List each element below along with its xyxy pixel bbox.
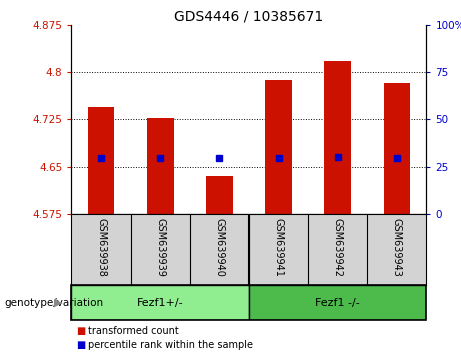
Text: percentile rank within the sample: percentile rank within the sample	[88, 340, 253, 350]
Bar	[384, 84, 410, 214]
Text: genotype/variation: genotype/variation	[5, 298, 104, 308]
Text: GSM639942: GSM639942	[333, 218, 343, 277]
Text: Fezf1 -/-: Fezf1 -/-	[315, 298, 360, 308]
Text: Fezf1+/-: Fezf1+/-	[137, 298, 183, 308]
Bar	[265, 80, 292, 214]
Text: GSM639943: GSM639943	[392, 218, 402, 276]
Bar	[325, 61, 351, 214]
Bar	[249, 285, 426, 320]
Text: ▶: ▶	[54, 298, 62, 308]
Text: ■: ■	[76, 340, 85, 350]
Title: GDS4446 / 10385671: GDS4446 / 10385671	[174, 10, 324, 24]
Text: GSM639938: GSM639938	[96, 218, 106, 276]
Bar	[88, 107, 114, 214]
Text: transformed count: transformed count	[88, 326, 178, 336]
Text: GSM639940: GSM639940	[214, 218, 225, 276]
Bar	[206, 176, 233, 214]
Bar	[71, 285, 249, 320]
Text: GSM639939: GSM639939	[155, 218, 165, 276]
Text: ■: ■	[76, 326, 85, 336]
Text: GSM639941: GSM639941	[273, 218, 284, 276]
Bar	[147, 118, 173, 214]
